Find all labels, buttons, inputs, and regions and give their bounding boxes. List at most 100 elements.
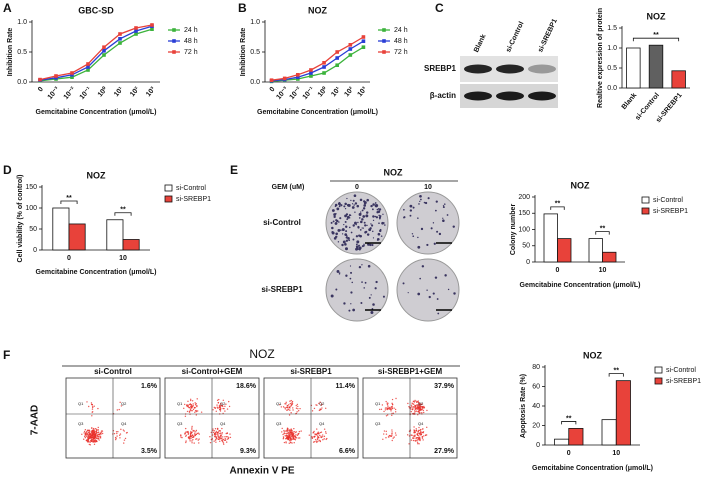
- event-dot: [86, 439, 88, 441]
- event-dot: [229, 436, 232, 439]
- event-dot: [419, 434, 422, 436]
- event-dot: [220, 437, 223, 440]
- event-dot: [219, 440, 221, 442]
- event-dot: [93, 440, 96, 442]
- colony: [348, 239, 351, 242]
- event-dot: [286, 437, 288, 439]
- colony: [438, 232, 442, 236]
- event-dot: [214, 427, 217, 430]
- event-dot: [426, 426, 428, 429]
- bar: [588, 238, 603, 263]
- event-dot: [196, 404, 198, 407]
- event-dot: [418, 406, 420, 408]
- event-dot: [217, 402, 220, 404]
- colony: [442, 219, 445, 222]
- colony: [424, 201, 428, 205]
- event-dot: [215, 410, 217, 413]
- y-axis-label: Realtive expression of protein: [597, 8, 604, 108]
- y-tick-label: 1.5: [607, 25, 617, 32]
- colony: [338, 203, 341, 206]
- event-dot: [191, 440, 193, 442]
- bar: [568, 428, 584, 446]
- colony: [343, 302, 346, 305]
- event-dot: [99, 436, 101, 439]
- event-dot: [225, 403, 227, 405]
- chart-title: NOZ: [571, 180, 591, 190]
- event-dot: [224, 405, 226, 407]
- event-dot: [226, 408, 229, 410]
- event-dot: [190, 410, 192, 412]
- event-dot: [296, 403, 299, 406]
- colony: [426, 289, 428, 291]
- event-dot: [184, 415, 187, 418]
- event-dot: [123, 430, 125, 432]
- event-dot: [99, 435, 102, 438]
- colony: [342, 240, 346, 244]
- colony: [436, 230, 439, 233]
- event-dot: [221, 427, 223, 430]
- event-dot: [195, 429, 198, 432]
- event-dot: [93, 405, 95, 407]
- event-dot: [191, 405, 193, 407]
- event-dot: [395, 397, 397, 400]
- event-dot: [122, 429, 125, 431]
- event-dot: [299, 437, 301, 439]
- colony: [365, 230, 368, 234]
- event-dot: [283, 441, 286, 444]
- colony: [371, 208, 374, 211]
- event-dot: [383, 430, 386, 432]
- colony: [420, 198, 422, 201]
- dose-label: 0: [355, 184, 359, 191]
- colony: [361, 209, 364, 212]
- colony: [372, 219, 375, 222]
- bar: [543, 213, 558, 263]
- event-dot: [189, 440, 191, 442]
- event-dot: [91, 440, 94, 442]
- colony: [352, 199, 355, 202]
- event-dot: [190, 407, 193, 409]
- y-tick-label: 80: [532, 364, 540, 371]
- colony: [336, 207, 340, 211]
- bar: [615, 380, 631, 446]
- legend-label: si-SREBP1: [653, 208, 688, 215]
- event-dot: [421, 403, 423, 405]
- blot-band: [496, 64, 524, 74]
- event-dot: [325, 432, 327, 434]
- event-dot: [216, 404, 218, 406]
- colony: [435, 209, 437, 212]
- event-dot: [321, 436, 324, 438]
- event-dot: [395, 434, 397, 436]
- colony: [409, 214, 412, 217]
- chart-title: NOZ: [583, 350, 603, 360]
- event-dot: [282, 436, 285, 438]
- event-dot: [291, 438, 293, 440]
- line: [39, 24, 153, 81]
- legend-marker: [172, 28, 176, 32]
- legend-label: si-SREBP1: [176, 196, 211, 203]
- colony: [368, 228, 372, 232]
- event-dot: [412, 403, 414, 405]
- y-tick-label: 0.0: [17, 79, 27, 86]
- colony: [437, 312, 440, 315]
- event-dot: [90, 402, 93, 404]
- colony: [372, 303, 375, 306]
- event-dot: [417, 414, 419, 416]
- colony: [345, 274, 348, 277]
- event-dot: [91, 430, 93, 432]
- event-dot: [120, 405, 123, 407]
- marker: [296, 75, 300, 79]
- event-dot: [417, 438, 419, 441]
- event-dot: [420, 405, 422, 408]
- event-dot: [410, 404, 413, 406]
- event-dot: [382, 438, 384, 440]
- event-dot: [87, 441, 90, 443]
- event-dot: [413, 426, 415, 428]
- event-dot: [393, 407, 395, 409]
- colony: [365, 215, 368, 217]
- event-dot: [89, 444, 92, 446]
- group-label: si-Control: [263, 218, 301, 227]
- event-dot: [320, 435, 322, 438]
- event-dot: [97, 431, 100, 433]
- x-axis-label: Gemcitabine Concentration (μmol/L): [257, 109, 378, 116]
- event-dot: [412, 435, 415, 437]
